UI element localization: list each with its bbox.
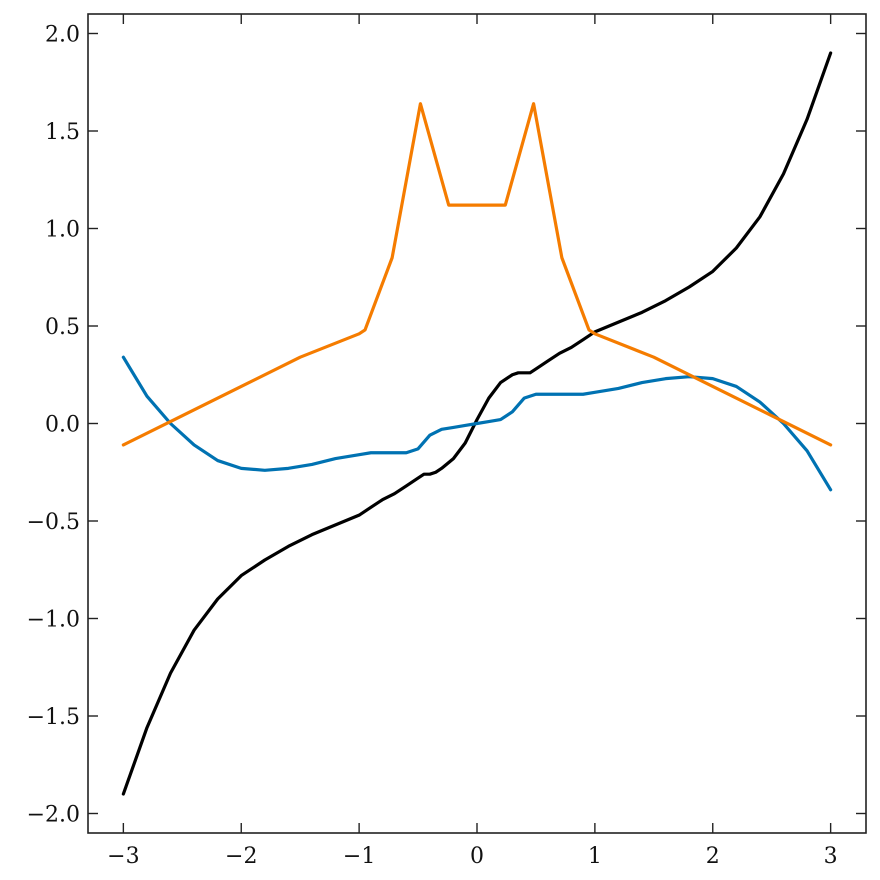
x-tick-label: −2 xyxy=(225,844,257,869)
x-tick-label: 1 xyxy=(588,844,602,869)
y-tick-label: −1.0 xyxy=(27,608,80,633)
y-axis-ticks: −2.0 −1.5 −1.0 −0.5 0.0 0.5 1.0 1.5 2.0 xyxy=(27,23,866,828)
series-layer xyxy=(121,51,833,796)
series-line-2 xyxy=(121,355,833,492)
y-tick-label: 1.5 xyxy=(45,120,80,145)
plot-frame xyxy=(87,13,867,834)
y-tick-label: 0.0 xyxy=(45,413,80,438)
y-tick-label: 2.0 xyxy=(45,23,80,48)
series-line-1 xyxy=(121,51,833,796)
y-tick-label: 1.0 xyxy=(45,218,80,243)
x-tick-label: −3 xyxy=(107,844,139,869)
x-tick-label: −1 xyxy=(343,844,375,869)
y-tick-label: −2.0 xyxy=(27,803,80,828)
y-tick-label: −0.5 xyxy=(27,510,80,535)
x-tick-label: 2 xyxy=(706,844,720,869)
x-tick-label: 0 xyxy=(470,844,484,869)
x-axis-ticks: −3 −2 −1 0 1 2 3 xyxy=(107,14,838,869)
y-tick-label: 0.5 xyxy=(45,315,80,340)
y-tick-label: −1.5 xyxy=(27,705,80,730)
x-tick-label: 3 xyxy=(824,844,838,869)
series-line-3 xyxy=(121,102,833,447)
